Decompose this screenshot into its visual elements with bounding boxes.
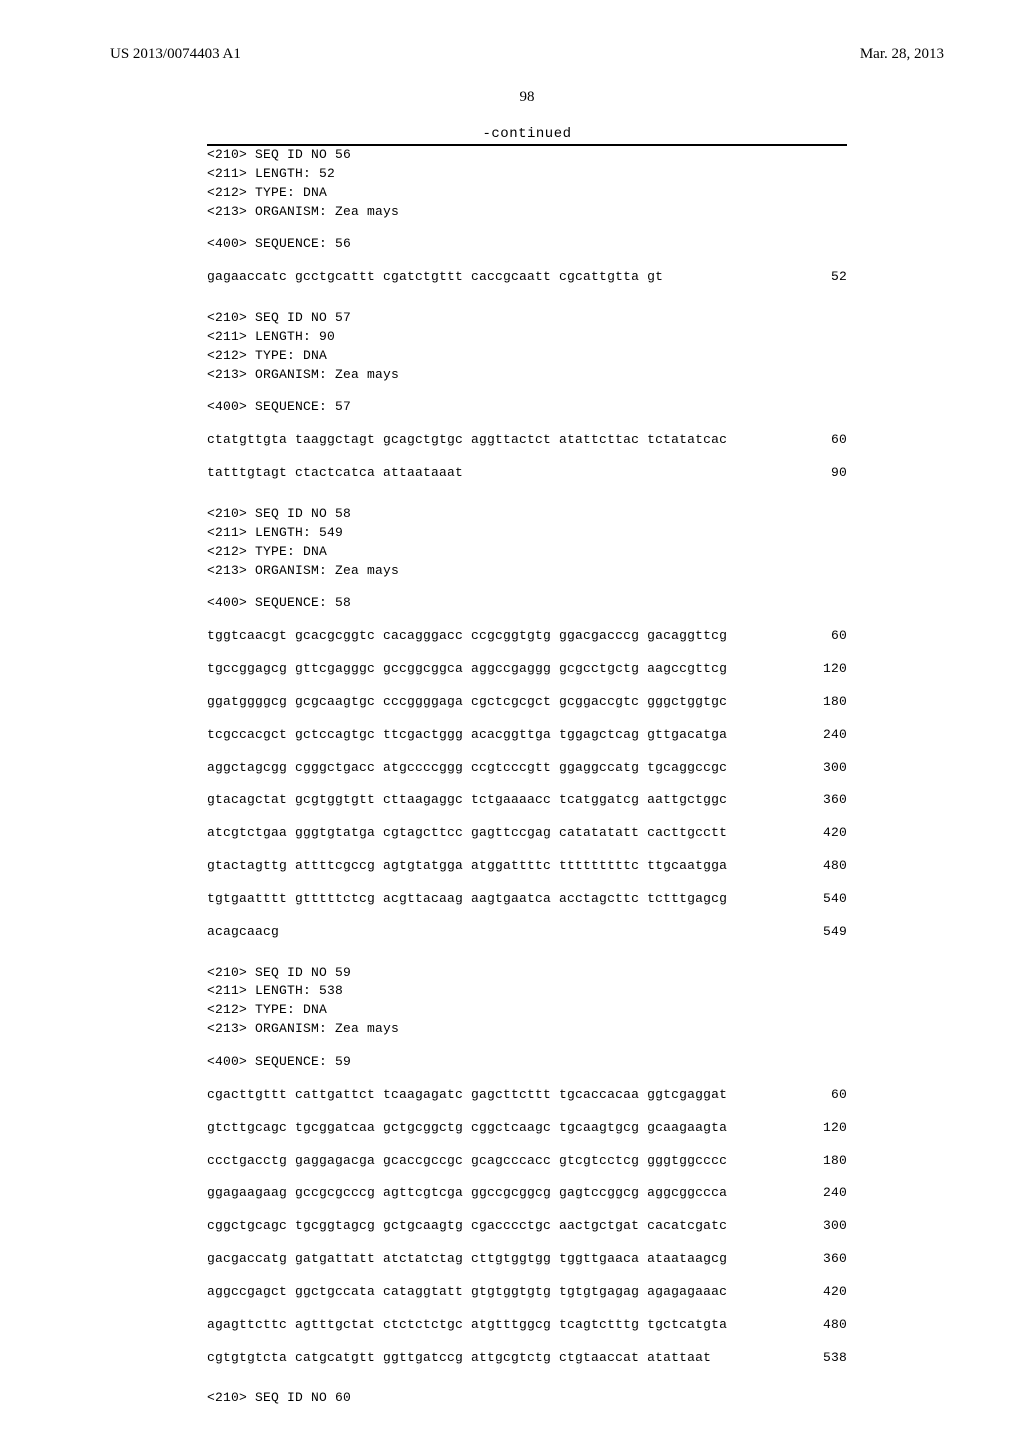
- seq-meta-line: <211> LENGTH: 52: [207, 165, 847, 184]
- seq-meta-line: <213> ORGANISM: Zea mays: [207, 203, 847, 222]
- seq-meta-line: <210> SEQ ID NO 59: [207, 964, 847, 983]
- seq-row: cgacttgttt cattgattct tcaagagatc gagcttc…: [207, 1086, 847, 1105]
- seq-row: aggctagcgg cgggctgacc atgccccggg ccgtccc…: [207, 759, 847, 778]
- seq-row: gtactagttg attttcgccg agtgtatgga atggatt…: [207, 857, 847, 876]
- seq-pos: 360: [787, 791, 847, 810]
- seq-pos: 549: [787, 923, 847, 942]
- seq-text: gtcttgcagc tgcggatcaa gctgcggctg cggctca…: [207, 1119, 727, 1138]
- seq-text: ggatggggcg gcgcaagtgc cccggggaga cgctcgc…: [207, 693, 727, 712]
- seq-meta-line: <211> LENGTH: 549: [207, 524, 847, 543]
- seq-pos: 90: [787, 464, 847, 483]
- seq-row: cggctgcagc tgcggtagcg gctgcaagtg cgacccc…: [207, 1217, 847, 1236]
- seq-row: tggtcaacgt gcacgcggtc cacagggacc ccgcggt…: [207, 627, 847, 646]
- seq-row: tatttgtagt ctactcatca attaataaat 90: [207, 464, 847, 483]
- seq-meta-line: <210> SEQ ID NO 58: [207, 505, 847, 524]
- seq-row: gtcttgcagc tgcggatcaa gctgcggctg cggctca…: [207, 1119, 847, 1138]
- seq-text: atcgtctgaa gggtgtatga cgtagcttcc gagttcc…: [207, 824, 727, 843]
- seq-row: aggccgagct ggctgccata cataggtatt gtgtggt…: [207, 1283, 847, 1302]
- seq-row: tgtgaatttt gtttttctcg acgttacaag aagtgaa…: [207, 890, 847, 909]
- seq-pos: 240: [787, 1184, 847, 1203]
- seq-text: tcgccacgct gctccagtgc ttcgactggg acacggt…: [207, 726, 727, 745]
- seq-meta-line: <213> ORGANISM: Zea mays: [207, 1020, 847, 1039]
- seq-meta-line: <212> TYPE: DNA: [207, 347, 847, 366]
- seq-text: tgtgaatttt gtttttctcg acgttacaag aagtgaa…: [207, 890, 727, 909]
- seq-meta-line: <212> TYPE: DNA: [207, 543, 847, 562]
- publication-date: Mar. 28, 2013: [860, 46, 944, 63]
- seq-pos: 60: [787, 431, 847, 450]
- seq-row: gagaaccatc gcctgcattt cgatctgttt caccgca…: [207, 268, 847, 287]
- seq-row: acagcaacg 549: [207, 923, 847, 942]
- seq-text: tatttgtagt ctactcatca attaataaat: [207, 464, 463, 483]
- seq-text: aggctagcgg cgggctgacc atgccccggg ccgtccc…: [207, 759, 727, 778]
- seq-text: ctatgttgta taaggctagt gcagctgtgc aggttac…: [207, 431, 727, 450]
- seq-header-line: <400> SEQUENCE: 58: [207, 594, 847, 613]
- seq-pos: 538: [787, 1349, 847, 1368]
- seq-meta-line: <210> SEQ ID NO 60: [207, 1389, 847, 1408]
- seq-pos: 180: [787, 693, 847, 712]
- seq-row: ccctgacctg gaggagacga gcaccgccgc gcagccc…: [207, 1152, 847, 1171]
- seq-meta-line: <211> LENGTH: 538: [207, 982, 847, 1001]
- seq-meta-line: <213> ORGANISM: Zea mays: [207, 366, 847, 385]
- seq-text: gacgaccatg gatgattatt atctatctag cttgtgg…: [207, 1250, 727, 1269]
- seq-row: cgtgtgtcta catgcatgtt ggttgatccg attgcgt…: [207, 1349, 847, 1368]
- page-number: 98: [110, 89, 944, 106]
- seq-text: cggctgcagc tgcggtagcg gctgcaagtg cgacccc…: [207, 1217, 727, 1236]
- seq-text: gtacagctat gcgtggtgtt cttaagaggc tctgaaa…: [207, 791, 727, 810]
- seq-row: atcgtctgaa gggtgtatga cgtagcttcc gagttcc…: [207, 824, 847, 843]
- publication-number: US 2013/0074403 A1: [110, 46, 241, 63]
- seq-row: ctatgttgta taaggctagt gcagctgtgc aggttac…: [207, 431, 847, 450]
- seq-row: gtacagctat gcgtggtgtt cttaagaggc tctgaaa…: [207, 791, 847, 810]
- seq-text: tggtcaacgt gcacgcggtc cacagggacc ccgcggt…: [207, 627, 727, 646]
- seq-text: cgacttgttt cattgattct tcaagagatc gagcttc…: [207, 1086, 727, 1105]
- seq-text: tgccggagcg gttcgagggc gccggcggca aggccga…: [207, 660, 727, 679]
- seq-header-line: <400> SEQUENCE: 56: [207, 235, 847, 254]
- seq-text: cgtgtgtcta catgcatgtt ggttgatccg attgcgt…: [207, 1349, 711, 1368]
- seq-pos: 120: [787, 1119, 847, 1138]
- seq-pos: 180: [787, 1152, 847, 1171]
- continued-label: -continued: [110, 126, 944, 142]
- seq-text: gtactagttg attttcgccg agtgtatgga atggatt…: [207, 857, 727, 876]
- seq-row: agagttcttc agtttgctat ctctctctgc atgtttg…: [207, 1316, 847, 1335]
- seq-pos: 480: [787, 857, 847, 876]
- seq-pos: 300: [787, 759, 847, 778]
- seq-meta-line: <210> SEQ ID NO 57: [207, 309, 847, 328]
- seq-row: tcgccacgct gctccagtgc ttcgactggg acacggt…: [207, 726, 847, 745]
- seq-pos: 420: [787, 1283, 847, 1302]
- seq-pos: 60: [787, 1086, 847, 1105]
- seq-text: gagaaccatc gcctgcattt cgatctgttt caccgca…: [207, 268, 663, 287]
- seq-row: gacgaccatg gatgattatt atctatctag cttgtgg…: [207, 1250, 847, 1269]
- seq-pos: 360: [787, 1250, 847, 1269]
- sequence-listing: <210> SEQ ID NO 56 <211> LENGTH: 52 <212…: [207, 144, 847, 1408]
- seq-text: agagttcttc agtttgctat ctctctctgc atgtttg…: [207, 1316, 727, 1335]
- seq-text: aggccgagct ggctgccata cataggtatt gtgtggt…: [207, 1283, 727, 1302]
- seq-pos: 240: [787, 726, 847, 745]
- seq-text: acagcaacg: [207, 923, 279, 942]
- seq-meta-line: <213> ORGANISM: Zea mays: [207, 562, 847, 581]
- seq-pos: 300: [787, 1217, 847, 1236]
- page-header: US 2013/0074403 A1 Mar. 28, 2013: [110, 46, 944, 63]
- seq-pos: 420: [787, 824, 847, 843]
- seq-row: tgccggagcg gttcgagggc gccggcggca aggccga…: [207, 660, 847, 679]
- seq-meta-line: <212> TYPE: DNA: [207, 1001, 847, 1020]
- seq-header-line: <400> SEQUENCE: 57: [207, 398, 847, 417]
- seq-pos: 60: [787, 627, 847, 646]
- seq-row: ggagaagaag gccgcgcccg agttcgtcga ggccgcg…: [207, 1184, 847, 1203]
- seq-pos: 120: [787, 660, 847, 679]
- seq-pos: 52: [787, 268, 847, 287]
- seq-header-line: <400> SEQUENCE: 59: [207, 1053, 847, 1072]
- seq-text: ccctgacctg gaggagacga gcaccgccgc gcagccc…: [207, 1152, 727, 1171]
- seq-pos: 540: [787, 890, 847, 909]
- seq-meta-line: <212> TYPE: DNA: [207, 184, 847, 203]
- seq-meta-line: <210> SEQ ID NO 56: [207, 146, 847, 165]
- seq-pos: 480: [787, 1316, 847, 1335]
- seq-text: ggagaagaag gccgcgcccg agttcgtcga ggccgcg…: [207, 1184, 727, 1203]
- seq-meta-line: <211> LENGTH: 90: [207, 328, 847, 347]
- seq-row: ggatggggcg gcgcaagtgc cccggggaga cgctcgc…: [207, 693, 847, 712]
